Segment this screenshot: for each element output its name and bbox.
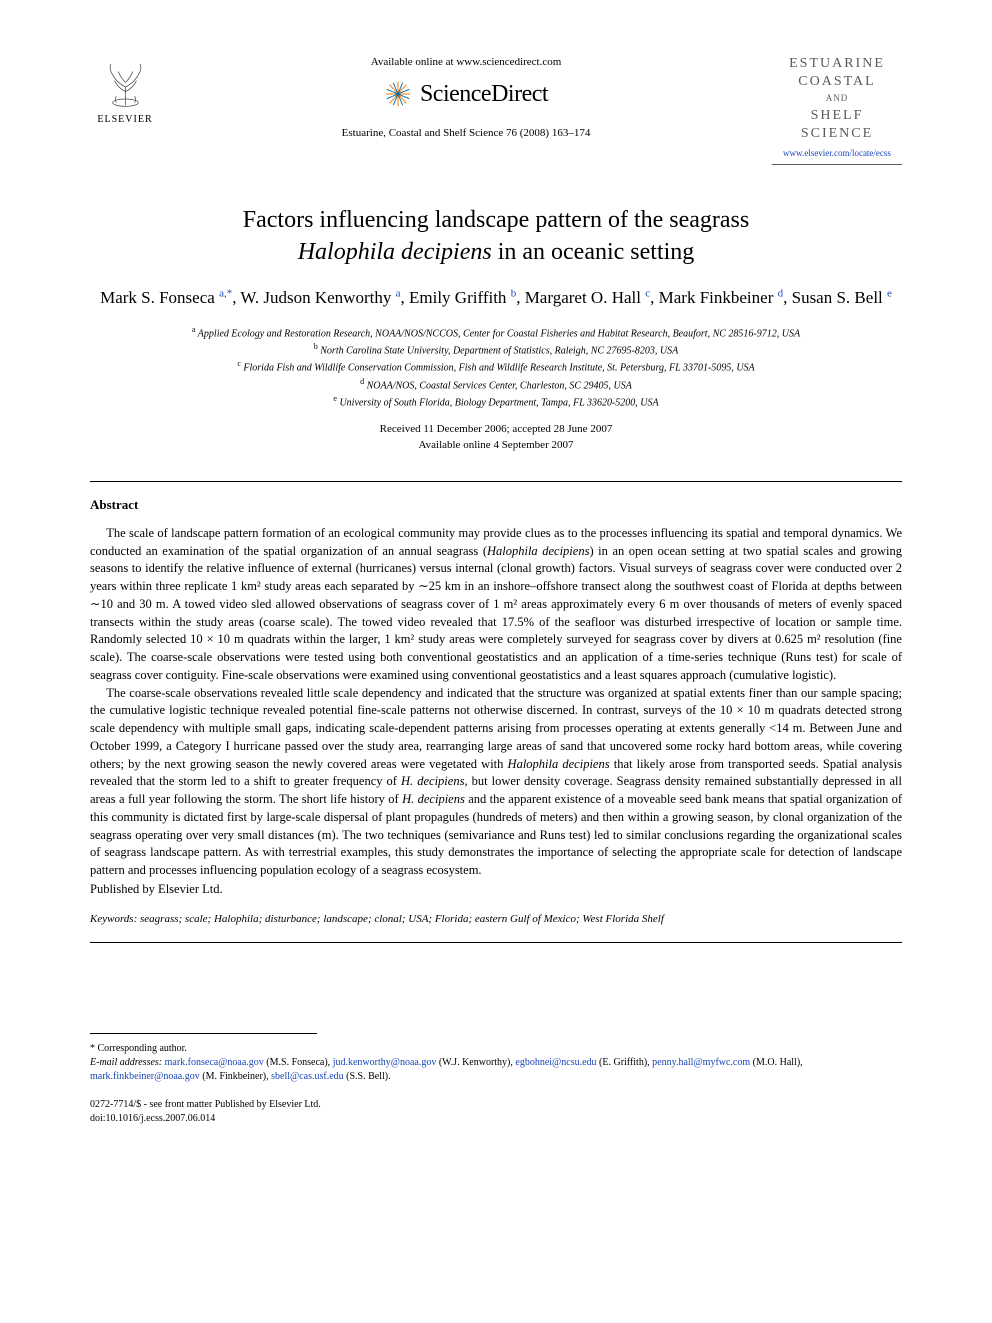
elsevier-logo: ELSEVIER	[90, 55, 160, 128]
received-accepted: Received 11 December 2006; accepted 28 J…	[380, 423, 613, 435]
publisher-name: ELSEVIER	[97, 113, 152, 128]
abstract-heading: Abstract	[90, 496, 902, 515]
available-online-date: Available online 4 September 2007	[419, 439, 574, 451]
email-link[interactable]: jud.kenworthy@noaa.gov	[333, 1057, 437, 1068]
doi-line: doi:10.1016/j.ecss.2007.06.014	[90, 1112, 902, 1127]
available-online-text: Available online at www.sciencedirect.co…	[180, 55, 752, 71]
elsevier-tree-icon	[98, 55, 153, 110]
corresponding-author: * Corresponding author.	[90, 1042, 902, 1056]
header-row: ELSEVIER Available online at www.science…	[90, 55, 902, 165]
title-line2: in an oceanic setting	[492, 239, 695, 265]
keywords: Keywords: seagrass; scale; Halophila; di…	[90, 912, 902, 928]
title-line1: Factors influencing landscape pattern of…	[243, 207, 749, 233]
page-container: ELSEVIER Available online at www.science…	[0, 0, 992, 1167]
divider-bottom	[90, 942, 902, 943]
journal-title-1: ESTUARINE	[789, 56, 885, 71]
journal-title-2: COASTAL	[798, 74, 875, 89]
abstract-p1: The scale of landscape pattern formation…	[90, 525, 902, 685]
affiliation-line: e University of South Florida, Biology D…	[90, 393, 902, 410]
sciencedirect-text: ScienceDirect	[420, 77, 548, 112]
affiliation-line: a Applied Ecology and Restoration Resear…	[90, 324, 902, 341]
abstract-body: The scale of landscape pattern formation…	[90, 525, 902, 898]
affiliations: a Applied Ecology and Restoration Resear…	[90, 324, 902, 411]
article-dates: Received 11 December 2006; accepted 28 J…	[90, 422, 902, 453]
email-link[interactable]: penny.hall@myfwc.com	[652, 1057, 750, 1068]
divider-top	[90, 481, 902, 482]
footnote-divider	[90, 1033, 317, 1034]
journal-cover-logo: ESTUARINE COASTAL AND SHELF SCIENCE www.…	[772, 55, 902, 165]
affiliation-line: b North Carolina State University, Depar…	[90, 341, 902, 358]
author-list: Mark S. Fonseca a,*, W. Judson Kenworthy…	[90, 286, 902, 310]
email-link[interactable]: egbohnei@ncsu.edu	[515, 1057, 596, 1068]
journal-reference: Estuarine, Coastal and Shelf Science 76 …	[180, 126, 752, 142]
keywords-text: seagrass; scale; Halophila; disturbance;…	[137, 913, 664, 925]
journal-url-link[interactable]: www.elsevier.com/locate/ecss	[772, 147, 902, 160]
affiliation-line: c Florida Fish and Wildlife Conservation…	[90, 358, 902, 375]
sciencedirect-logo: ScienceDirect	[180, 77, 752, 112]
article-title: Factors influencing landscape pattern of…	[90, 205, 902, 267]
email-link[interactable]: mark.fonseca@noaa.gov	[165, 1057, 264, 1068]
sciencedirect-burst-icon	[384, 80, 412, 108]
footnote-block: * Corresponding author. E-mail addresses…	[90, 1042, 902, 1084]
journal-title-3: SHELF SCIENCE	[801, 108, 873, 141]
keywords-label: Keywords:	[90, 913, 137, 925]
journal-title-and: AND	[772, 93, 902, 105]
email-link[interactable]: mark.finkbeiner@noaa.gov	[90, 1071, 200, 1082]
affiliation-line: d NOAA/NOS, Coastal Services Center, Cha…	[90, 376, 902, 393]
journal-title: ESTUARINE COASTAL AND SHELF SCIENCE	[772, 55, 902, 143]
abstract-section: Abstract The scale of landscape pattern …	[90, 496, 902, 898]
email-link[interactable]: sbell@cas.usf.edu	[271, 1071, 344, 1082]
title-species: Halophila decipiens	[298, 239, 492, 265]
center-header: Available online at www.sciencedirect.co…	[160, 55, 772, 142]
abstract-p2: The coarse-scale observations revealed l…	[90, 685, 902, 880]
email-addresses: E-mail addresses: mark.fonseca@noaa.gov …	[90, 1056, 902, 1084]
copyright-line: 0272-7714/$ - see front matter Published…	[90, 1098, 902, 1113]
published-by: Published by Elsevier Ltd.	[90, 880, 902, 898]
